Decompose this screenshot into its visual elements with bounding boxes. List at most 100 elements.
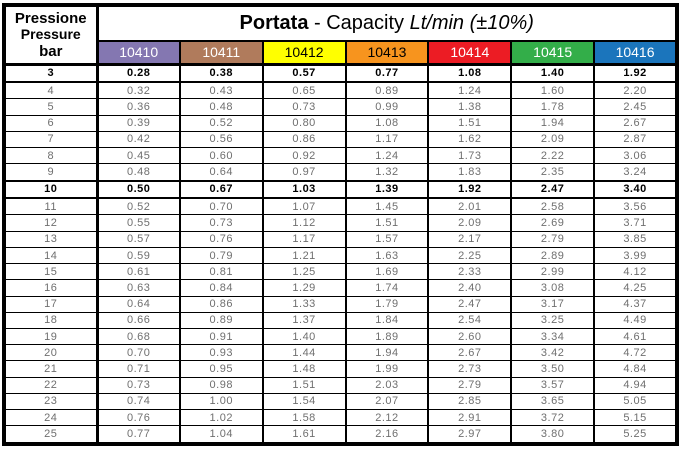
capacity-value: 0.68 bbox=[96, 327, 181, 346]
bar-value: 21 bbox=[4, 360, 99, 378]
capacity-value: 2.79 bbox=[510, 230, 596, 248]
capacity-value: 0.76 bbox=[178, 230, 264, 248]
capacity-value: 0.50 bbox=[96, 179, 181, 200]
capacity-value: 1.17 bbox=[344, 130, 430, 149]
bar-value: 3 bbox=[4, 62, 99, 84]
capacity-value: 4.12 bbox=[593, 263, 678, 281]
capacity-value: 0.60 bbox=[178, 147, 264, 165]
capacity-value: 1.17 bbox=[261, 230, 347, 248]
capacity-value: 2.01 bbox=[427, 197, 513, 216]
capacity-value: 1.39 bbox=[344, 179, 430, 200]
capacity-value: 2.33 bbox=[427, 263, 513, 281]
capacity-value: 3.24 bbox=[593, 163, 678, 182]
bar-value: 7 bbox=[4, 130, 99, 149]
capacity-value: 0.89 bbox=[178, 311, 264, 330]
capacity-value: 1.04 bbox=[178, 425, 264, 445]
capacity-value: 1.45 bbox=[344, 197, 430, 216]
capacity-value: 1.44 bbox=[261, 344, 347, 362]
capacity-value: 0.89 bbox=[344, 81, 430, 100]
pressione-label: Pressione bbox=[14, 10, 87, 27]
capacity-value: 0.67 bbox=[178, 179, 264, 200]
capacity-value: 0.59 bbox=[96, 246, 181, 265]
table-row: 13 0.57 0.76 1.17 1.57 2.17 2.79 3.85 bbox=[4, 230, 678, 248]
capacity-value: 2.09 bbox=[427, 214, 513, 232]
pressure-header-cell: Pressione Pressure bar bbox=[4, 5, 99, 66]
capacity-value: 0.55 bbox=[96, 214, 181, 232]
capacity-value: 3.85 bbox=[593, 230, 678, 248]
column-header-10415: 10415 bbox=[510, 40, 596, 66]
column-header-10412: 10412 bbox=[261, 40, 347, 66]
capacity-value: 0.73 bbox=[178, 214, 264, 232]
capacity-value: 2.91 bbox=[427, 409, 513, 427]
capacity-value: 2.89 bbox=[510, 246, 596, 265]
bar-value: 20 bbox=[4, 344, 99, 362]
table-row: 19 0.68 0.91 1.40 1.89 2.60 3.34 4.61 bbox=[4, 327, 678, 346]
capacity-value: 1.03 bbox=[261, 179, 347, 200]
bar-value: 23 bbox=[4, 392, 99, 411]
table-row: 9 0.48 0.64 0.97 1.32 1.83 2.35 3.24 bbox=[4, 163, 678, 182]
capacity-value: 2.22 bbox=[510, 147, 596, 165]
capacity-value: 4.37 bbox=[593, 295, 678, 313]
capacity-value: 4.94 bbox=[593, 376, 678, 394]
capacity-value: 5.05 bbox=[593, 392, 678, 411]
capacity-value: 2.07 bbox=[344, 392, 430, 411]
capacity-value: 0.43 bbox=[178, 81, 264, 100]
capacity-value: 3.71 bbox=[593, 214, 678, 232]
capacity-value: 3.08 bbox=[510, 279, 596, 297]
capacity-value: 3.50 bbox=[510, 360, 596, 378]
capacity-value: 1.37 bbox=[261, 311, 347, 330]
capacity-value: 1.12 bbox=[261, 214, 347, 232]
table-row: 21 0.71 0.95 1.48 1.99 2.73 3.50 4.84 bbox=[4, 360, 678, 378]
capacity-value: 3.65 bbox=[510, 392, 596, 411]
capacity-value: 1.02 bbox=[178, 409, 264, 427]
capacity-value: 1.83 bbox=[427, 163, 513, 182]
capacity-value: 1.00 bbox=[178, 392, 264, 411]
capacity-value: 1.62 bbox=[427, 130, 513, 149]
capacity-value: 0.77 bbox=[344, 62, 430, 84]
capacity-value: 0.65 bbox=[261, 81, 347, 100]
capacity-value: 0.36 bbox=[96, 98, 181, 116]
capacity-value: 1.61 bbox=[261, 425, 347, 445]
capacity-value: 2.99 bbox=[510, 263, 596, 281]
capacity-value: 2.97 bbox=[427, 425, 513, 445]
capacity-value: 2.12 bbox=[344, 409, 430, 427]
table-row: 18 0.66 0.89 1.37 1.84 2.54 3.25 4.49 bbox=[4, 311, 678, 330]
capacity-value: 1.33 bbox=[261, 295, 347, 313]
capacity-value: 1.32 bbox=[344, 163, 430, 182]
capacity-value: 0.80 bbox=[261, 114, 347, 132]
capacity-value: 2.09 bbox=[510, 130, 596, 149]
capacity-value: 1.89 bbox=[344, 327, 430, 346]
capacity-value: 2.85 bbox=[427, 392, 513, 411]
table-row: 7 0.42 0.56 0.86 1.17 1.62 2.09 2.87 bbox=[4, 130, 678, 149]
capacity-value: 1.25 bbox=[261, 263, 347, 281]
capacity-value: 2.47 bbox=[427, 295, 513, 313]
capacity-value: 1.51 bbox=[261, 376, 347, 394]
capacity-value: 2.79 bbox=[427, 376, 513, 394]
capacity-value: 0.92 bbox=[261, 147, 347, 165]
capacity-value: 0.99 bbox=[344, 98, 430, 116]
table-row: 11 0.52 0.70 1.07 1.45 2.01 2.58 3.56 bbox=[4, 197, 678, 216]
capacity-value: 4.61 bbox=[593, 327, 678, 346]
capacity-value: 4.25 bbox=[593, 279, 678, 297]
bar-value: 24 bbox=[4, 409, 99, 427]
capacity-value: 3.40 bbox=[593, 179, 678, 200]
capacity-value: 0.52 bbox=[96, 197, 181, 216]
capacity-value: 1.54 bbox=[261, 392, 347, 411]
bar-value: 4 bbox=[4, 81, 99, 100]
bar-value: 11 bbox=[4, 197, 99, 216]
table-row: 20 0.70 0.93 1.44 1.94 2.67 3.42 4.72 bbox=[4, 344, 678, 362]
table-row: 3 0.28 0.38 0.57 0.77 1.08 1.40 1.92 bbox=[4, 62, 678, 84]
capacity-value: 1.29 bbox=[261, 279, 347, 297]
bar-value: 5 bbox=[4, 98, 99, 116]
bar-value: 6 bbox=[4, 114, 99, 132]
capacity-value: 1.08 bbox=[344, 114, 430, 132]
capacity-value: 2.35 bbox=[510, 163, 596, 182]
capacity-value: 1.51 bbox=[427, 114, 513, 132]
capacity-value: 0.84 bbox=[178, 279, 264, 297]
table-row: 5 0.36 0.48 0.73 0.99 1.38 1.78 2.45 bbox=[4, 98, 678, 116]
capacity-value: 0.81 bbox=[178, 263, 264, 281]
table-row: 10 0.50 0.67 1.03 1.39 1.92 2.47 3.40 bbox=[4, 179, 678, 200]
capacity-value: 2.54 bbox=[427, 311, 513, 330]
capacity-table: Pressione Pressure bar Portata - Capacit… bbox=[2, 3, 679, 446]
